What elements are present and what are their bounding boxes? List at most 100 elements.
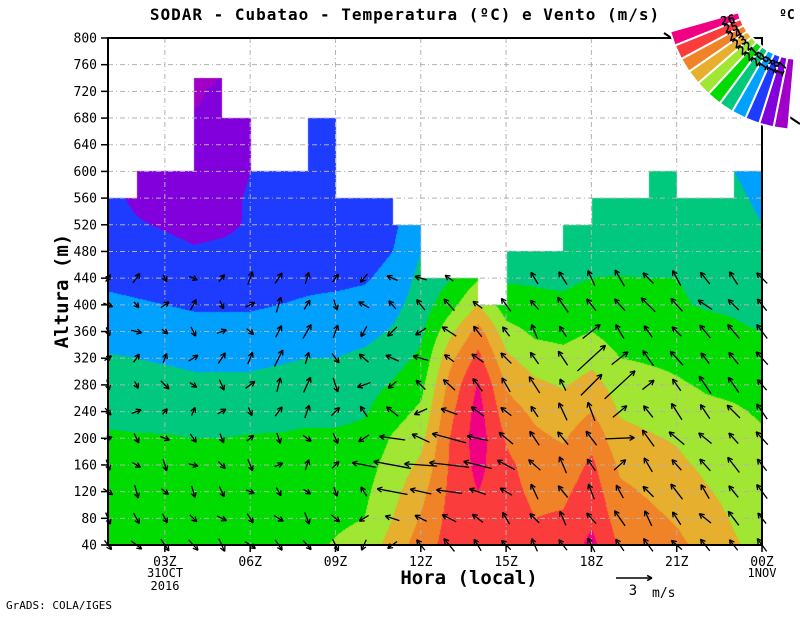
wind-arrow <box>332 324 339 339</box>
wind-arrow <box>131 329 142 334</box>
wind-arrow <box>671 326 682 337</box>
wind-arrow <box>443 298 450 302</box>
wind-arrow <box>133 304 140 309</box>
wind-arrow <box>275 492 282 497</box>
wind-arrow <box>251 352 254 358</box>
wind-arrow <box>388 300 397 310</box>
wind-arrow <box>463 460 469 466</box>
wind-arrow <box>727 377 730 383</box>
wind-arrow <box>160 301 170 309</box>
wind-arrow <box>728 298 734 302</box>
wind-arrow <box>194 516 198 523</box>
wind-arrow <box>136 409 142 415</box>
x-tick-label: 12Z <box>409 555 433 570</box>
wind-arrow <box>643 325 653 338</box>
wind-arrow <box>337 386 340 392</box>
wind-arrow <box>756 538 768 552</box>
wind-arrow <box>387 383 391 389</box>
wind-arrow <box>700 538 706 542</box>
wind-arrow <box>559 510 565 516</box>
y-tick-label: 760 <box>74 58 97 73</box>
wind-arrow <box>308 352 311 358</box>
wind-arrow <box>699 404 702 411</box>
wind-arrow <box>466 435 472 440</box>
wind-arrow <box>643 457 653 473</box>
wind-arrow <box>615 538 625 552</box>
wind-arrow <box>245 489 255 494</box>
wind-arrow <box>530 483 539 500</box>
wind-arrow <box>588 483 594 489</box>
wind-arrow <box>106 435 113 438</box>
wind-arrow <box>190 406 196 412</box>
wind-arrow <box>756 484 759 491</box>
wind-arrow <box>500 352 512 364</box>
wind-arrow <box>642 485 649 489</box>
wind-arrow <box>136 547 142 550</box>
wind-arrow <box>502 512 511 525</box>
wind-arrow <box>587 483 595 500</box>
start-date-label: 31OCT <box>146 566 184 580</box>
wind-arrow <box>137 492 140 499</box>
wind-arrow <box>559 378 565 383</box>
wind-arrow <box>248 434 254 438</box>
wind-arrow <box>166 383 170 390</box>
legend-boundary-label: 23 <box>730 32 750 51</box>
wind-arrow <box>386 406 399 417</box>
wind-arrow <box>247 458 254 472</box>
wind-arrow <box>194 491 197 498</box>
wind-arrow <box>756 324 768 339</box>
wind-arrow <box>333 359 340 364</box>
wind-arrow <box>699 324 702 331</box>
wind-arrow <box>671 459 682 471</box>
wind-arrow <box>105 459 111 471</box>
wind-arrow <box>333 460 340 464</box>
wind-arrow <box>587 537 593 542</box>
wind-arrow <box>586 459 589 465</box>
x-tick-label: 09Z <box>324 555 348 570</box>
wind-arrow <box>279 377 283 384</box>
start-year-label: 2016 <box>150 579 180 593</box>
wind-arrow <box>471 406 477 409</box>
wind-arrow <box>411 433 430 443</box>
wind-arrow <box>500 407 504 413</box>
wind-arrow <box>359 276 363 283</box>
wind-arrow <box>379 435 385 441</box>
wind-arrow <box>373 460 412 470</box>
wind-arrow <box>729 539 735 543</box>
wind-arrow <box>624 405 628 412</box>
wind-arrow <box>501 539 507 543</box>
y-tick-label: 440 <box>74 272 97 287</box>
wind-arrow <box>102 488 114 496</box>
wind-arrow <box>642 272 649 276</box>
wind-arrow <box>755 431 759 438</box>
x-axis-title: Hora (local) <box>400 567 538 589</box>
wind-arrow <box>160 380 170 390</box>
wind-arrow <box>530 351 536 356</box>
wind-arrow <box>279 516 284 522</box>
wind-arrow <box>105 274 111 278</box>
wind-arrow <box>411 433 416 439</box>
wind-arrow <box>105 331 111 337</box>
wind-arrow <box>278 462 284 468</box>
wind-arrow <box>133 433 140 444</box>
wind-arrow <box>672 270 678 275</box>
wind-arrow <box>614 298 620 302</box>
wind-arrow <box>443 379 449 382</box>
wind-arrow <box>500 298 512 312</box>
wind-arrow <box>755 351 759 358</box>
wind-arrow <box>358 436 362 443</box>
wind-arrow <box>728 539 739 551</box>
wind-arrow <box>643 538 654 552</box>
x-tick-label: 03Z <box>153 555 177 570</box>
wind-arrow <box>615 484 624 499</box>
wind-arrow <box>416 539 419 546</box>
wind-arrow <box>473 538 482 552</box>
wind-arrow <box>440 407 447 410</box>
wind-arrow <box>133 493 139 499</box>
wind-arrow <box>193 461 199 467</box>
wind-arrow <box>558 539 568 551</box>
wind-arrow <box>499 487 504 494</box>
wind-arrow <box>727 323 734 328</box>
wind-arrow <box>612 405 628 418</box>
